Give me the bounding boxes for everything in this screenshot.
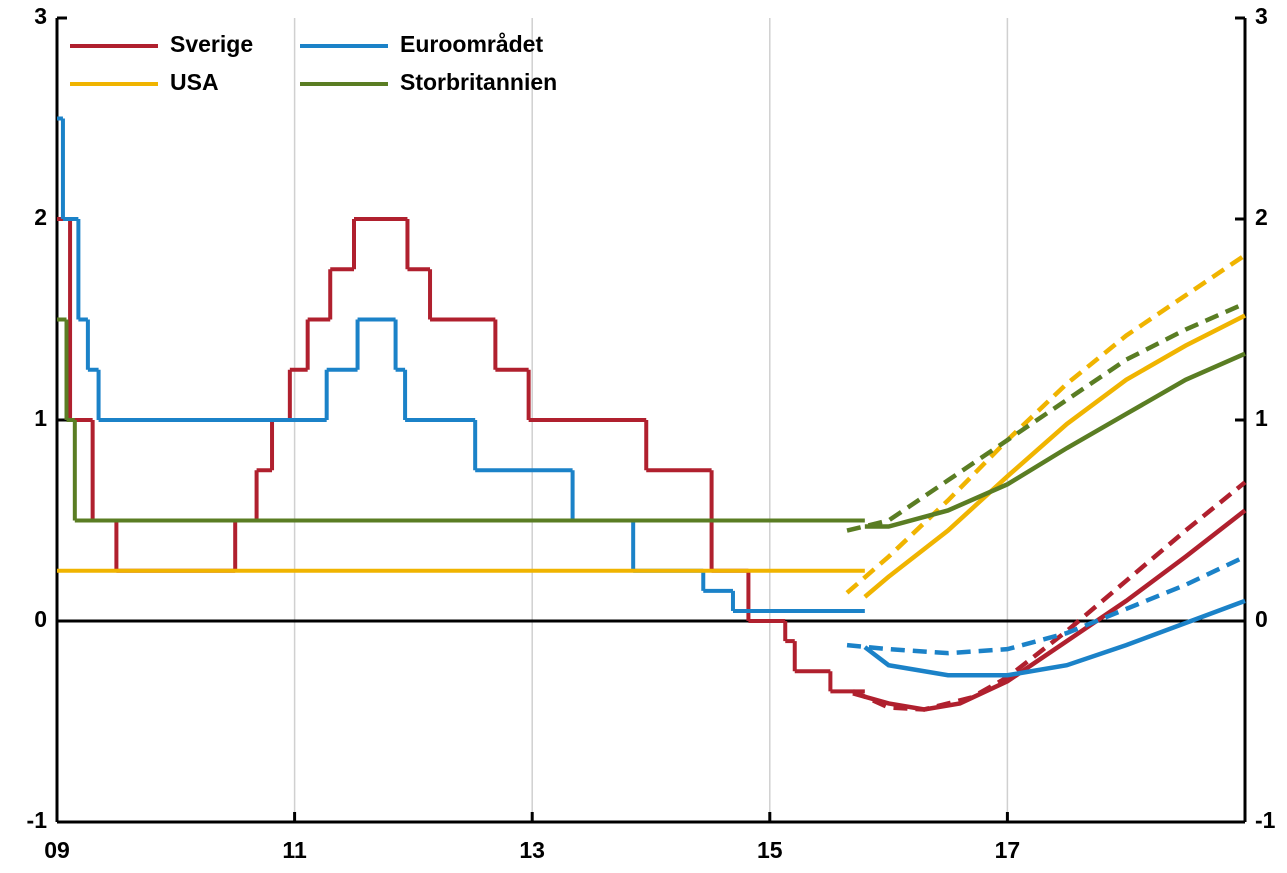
y2-tick-label: 2 [1255, 204, 1268, 230]
x-tick-label: 09 [44, 837, 70, 863]
y2-tick-label: 0 [1255, 606, 1268, 632]
y-tick-label: -1 [27, 807, 48, 833]
legend-label: Sverige [170, 31, 253, 57]
projection-line [864, 351, 1246, 529]
projection-dashed [852, 480, 1247, 712]
y2-tick-label: -1 [1255, 807, 1276, 833]
projection-line [863, 598, 1246, 678]
legend-label: USA [170, 69, 219, 95]
x-tick-label: 11 [282, 837, 307, 863]
x-tick-label: 17 [995, 837, 1021, 863]
projection-dashed [846, 554, 1246, 656]
projection-line [852, 508, 1247, 712]
y2-tick-label: 3 [1255, 3, 1268, 29]
y-tick-label: 1 [34, 405, 47, 431]
y2-tick-label: 1 [1255, 405, 1268, 431]
y-tick-label: 0 [34, 606, 47, 632]
x-tick-label: 13 [519, 837, 545, 863]
y-tick-label: 3 [34, 3, 47, 29]
projection-dashed [846, 301, 1246, 533]
y-tick-label: 2 [34, 204, 47, 230]
legend-label: Euroområdet [400, 31, 543, 57]
projection-dashed [845, 253, 1247, 595]
legend-label: Storbritannien [400, 69, 557, 95]
x-tick-label: 15 [757, 837, 783, 863]
projection-line [863, 313, 1247, 599]
